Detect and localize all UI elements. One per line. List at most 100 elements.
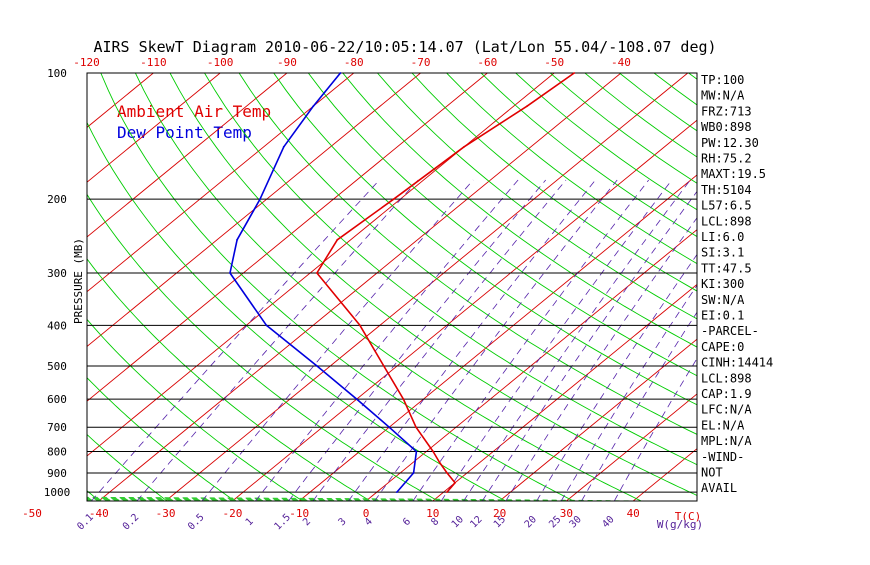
pressure-tick-label: 500 — [47, 360, 67, 373]
stat-label: -WIND- — [701, 450, 744, 464]
mixing-ratio-tick-label: 8 — [429, 516, 441, 528]
isotherm-line — [767, 73, 870, 501]
mixing-ratio-line — [481, 190, 697, 501]
dew-point-temp-point — [265, 324, 268, 327]
ambient-air-temp-point — [315, 272, 318, 274]
dry-adiabat — [87, 193, 439, 501]
mixing-ratio-line — [505, 217, 697, 501]
ambient-air-temp-point — [454, 481, 456, 484]
dew-point-temp-point — [395, 491, 398, 494]
stat-label: WB0:898 — [701, 120, 752, 134]
stat-label: RH:75.2 — [701, 152, 752, 166]
chart-title: AIRS SkewT Diagram 2010-06-22/10:05:14.0… — [93, 38, 716, 56]
pressure-tick-label: 600 — [47, 393, 67, 406]
dry-adiabat — [238, 73, 697, 435]
dry-adiabat — [446, 73, 697, 265]
dry-adiabat — [204, 73, 697, 466]
ambient-air-temp-point — [446, 472, 448, 474]
dry-adiabat — [342, 73, 697, 348]
isotherm-line — [499, 338, 697, 501]
background-lines — [0, 73, 870, 501]
dry-adiabat — [515, 73, 697, 211]
bottom-temp-tick-label: 0 — [363, 507, 370, 520]
legend-dew-point-temp: Dew Point Temp — [117, 123, 252, 142]
top-temp-tick-label: -110 — [140, 56, 167, 69]
stat-label: EI:0.1 — [701, 309, 744, 323]
stat-label: AVAIL — [701, 481, 737, 495]
stat-label: CAPE:0 — [701, 340, 744, 354]
top-temp-tick-label: -40 — [611, 56, 631, 69]
stat-label: KI:300 — [701, 277, 744, 291]
isotherm-line — [87, 73, 555, 457]
dry-adiabat — [100, 73, 574, 501]
dry-adiabat — [653, 73, 697, 106]
y-axis-label: PRESSURE (MB) — [72, 238, 85, 324]
mixing-ratio-tick-label: 10 — [450, 514, 466, 530]
dry-adiabat — [87, 121, 507, 501]
isotherm-line — [432, 283, 697, 501]
ambient-air-temp-point — [402, 398, 405, 401]
stat-label: -PARCEL- — [701, 324, 759, 338]
mixing-ratio-line — [136, 179, 419, 501]
mixing-ratio-line — [255, 179, 519, 501]
isotherm-line — [87, 73, 355, 293]
ambient-air-temp-point — [438, 461, 441, 464]
dry-adiabat — [307, 73, 697, 377]
stat-label: NOT — [701, 466, 723, 480]
dew-point-temp-point — [316, 365, 318, 367]
ambient-air-temp-line — [316, 72, 575, 493]
pressure-tick-label: 800 — [47, 446, 67, 459]
bottom-temp-tick-label: 30 — [560, 507, 573, 520]
mixing-ratio-line — [312, 179, 567, 501]
ambient-air-temp-point — [392, 198, 395, 201]
mixing-ratio-line — [463, 179, 691, 501]
dry-adiabat — [377, 73, 697, 320]
dew-point-temp-point — [282, 145, 285, 148]
isotherm-line — [566, 393, 697, 501]
moist-adiabat — [87, 498, 487, 501]
mixing-ratio-line — [201, 179, 474, 501]
dew-point-temp-point — [229, 272, 231, 274]
stat-label: MW:N/A — [701, 89, 745, 103]
mixing-ratio-line — [91, 179, 380, 501]
top-temp-tick-label: -90 — [277, 56, 297, 69]
mixing-ratio-line — [536, 253, 697, 501]
pressure-tick-label: 1000 — [44, 486, 71, 499]
mixing-ratio-tick-label: 20 — [523, 514, 539, 530]
mixing-ratio-tick-label: 1 — [244, 516, 256, 528]
stat-label: TT:47.5 — [701, 261, 752, 275]
dry-adiabat — [87, 433, 168, 501]
stat-label: MPL:N/A — [701, 434, 752, 448]
isotherm-line — [98, 73, 622, 501]
isotherm-line — [0, 73, 20, 501]
stat-label: SW:N/A — [701, 293, 745, 307]
dry-adiabat — [87, 377, 236, 501]
mixing-ratio-tick-label: 40 — [600, 514, 616, 530]
stat-label: LCL:898 — [701, 214, 752, 228]
dry-adiabat — [87, 318, 303, 501]
ambient-air-temp-point — [446, 491, 448, 494]
stat-label: LI:6.0 — [701, 230, 744, 244]
dew-point-temp-point — [236, 238, 239, 241]
pressure-tick-label: 200 — [47, 193, 67, 206]
mixing-ratio-line — [581, 311, 697, 501]
bottom-temp-tick-label: -50 — [22, 507, 42, 520]
mixing-ratio-tick-label: 2 — [301, 516, 313, 528]
top-temp-tick-label: -100 — [207, 56, 234, 69]
mixing-ratio-tick-label: 6 — [401, 516, 413, 528]
mixing-ratio-line — [613, 357, 697, 501]
mixing-ratio-tick-label: 12 — [468, 514, 484, 530]
dew-point-temp-point — [339, 72, 342, 74]
stat-label: TH:5104 — [701, 183, 752, 197]
ambient-air-temp-point — [382, 365, 385, 367]
bottom-temp-tick-label: -20 — [222, 507, 242, 520]
stat-label: PW:12.30 — [701, 136, 759, 150]
bottom-temp-tick-label: 40 — [627, 507, 640, 520]
ambient-air-temp-point — [358, 324, 361, 327]
dry-adiabat — [134, 73, 642, 501]
ambient-air-temp-point — [463, 145, 466, 148]
pressure-tick-label: 900 — [47, 467, 67, 480]
moist-adiabat — [87, 496, 647, 501]
